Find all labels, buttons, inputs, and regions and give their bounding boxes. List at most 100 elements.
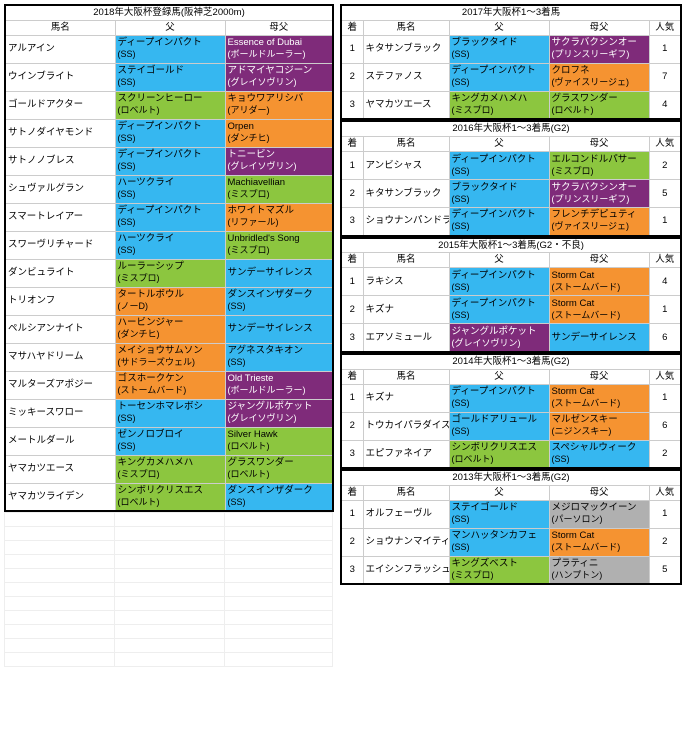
- year-title: 2013年大阪杯1～3着馬(G2): [341, 470, 681, 485]
- right-col-header: 着: [341, 253, 363, 268]
- sire: ハーツクライ(SS): [115, 175, 225, 203]
- table-row: マルターズアポジーゴスホークケン(ストームバード)Old Trieste(ボール…: [5, 371, 333, 399]
- sire: ディープインパクト(SS): [115, 119, 225, 147]
- popularity: 1: [649, 35, 681, 63]
- horse-name: ヤマカツライデン: [5, 483, 115, 511]
- sire: ディープインパクト(SS): [449, 296, 549, 324]
- right-col-header: 母父: [549, 253, 649, 268]
- popularity: 1: [649, 500, 681, 528]
- year-title: 2017年大阪杯1～3着馬: [341, 5, 681, 20]
- right-col-header: 母父: [549, 137, 649, 152]
- horse-name: ステファノス: [363, 63, 449, 91]
- popularity: 2: [649, 440, 681, 468]
- ghost-row: [5, 569, 333, 583]
- sire: マンハッタンカフェ(SS): [449, 528, 549, 556]
- horse-name: キズナ: [363, 384, 449, 412]
- damsire: トニービン(グレイソヴリン): [225, 147, 333, 175]
- right-col-header: 着: [341, 20, 363, 35]
- finish-pos: 1: [341, 384, 363, 412]
- table-row: 3ヤマカツエースキングカメハメハ(ミスプロ)グラスワンダー(ロベルト)4: [341, 91, 681, 119]
- left-header-row: 馬名父母父: [5, 20, 333, 35]
- left-panel: 2018年大阪杯登録馬(阪神芝2000m) 馬名父母父 アルアインディープインパ…: [4, 4, 332, 667]
- damsire: サンデーサイレンス: [225, 259, 333, 287]
- horse-name: エピファネイア: [363, 440, 449, 468]
- ghost-row: [5, 583, 333, 597]
- damsire: メジロマックイーン(パーソロン): [549, 500, 649, 528]
- damsire: グラスワンダー(ロベルト): [549, 91, 649, 119]
- damsire: Old Trieste(ボールドルーラー): [225, 371, 333, 399]
- right-col-header: 母父: [549, 20, 649, 35]
- damsire: Silver Hawk(ロベルト): [225, 427, 333, 455]
- popularity: 2: [649, 528, 681, 556]
- table-row: 2ショウナンマイティマンハッタンカフェ(SS)Storm Cat(ストームバード…: [341, 528, 681, 556]
- finish-pos: 2: [341, 412, 363, 440]
- horse-name: ウインブライト: [5, 63, 115, 91]
- sire: ディープインパクト(SS): [449, 208, 549, 236]
- finish-pos: 1: [341, 35, 363, 63]
- right-col-header: 母父: [549, 485, 649, 500]
- damsire: Orpen(ダンチヒ): [225, 119, 333, 147]
- table-row: 1アンビシャスディープインパクト(SS)エルコンドルパサー(ミスプロ)2: [341, 152, 681, 180]
- year-table: 2017年大阪杯1～3着馬着馬名父母父人気1キタサンブラックブラックタイド(SS…: [340, 4, 682, 120]
- horse-name: ショウナンマイティ: [363, 528, 449, 556]
- table-row: 1オルフェーヴルステイゴールド(SS)メジロマックイーン(パーソロン)1: [341, 500, 681, 528]
- horse-name: ヤマカツエース: [363, 91, 449, 119]
- table-row: スマートレイアーディープインパクト(SS)ホワイトマズル(リファール): [5, 203, 333, 231]
- horse-name: アルアイン: [5, 35, 115, 63]
- damsire: アグネスタキオン(SS): [225, 343, 333, 371]
- sire: キングカメハメハ(ミスプロ): [115, 455, 225, 483]
- damsire: グラスワンダー(ロベルト): [225, 455, 333, 483]
- right-col-header: 着: [341, 485, 363, 500]
- horse-name: サトノノブレス: [5, 147, 115, 175]
- finish-pos: 1: [341, 152, 363, 180]
- right-col-header: 着: [341, 137, 363, 152]
- table-row: 3エピファネイアシンボリクリスエス(ロベルト)スペシャルウィーク(SS)2: [341, 440, 681, 468]
- year-title-row: 2014年大阪杯1～3着馬(G2): [341, 354, 681, 369]
- table-row: メートルダールゼンノロブロイ(SS)Silver Hawk(ロベルト): [5, 427, 333, 455]
- horse-name: ショウナンパンドラ: [363, 208, 449, 236]
- table-row: 2キタサンブラックブラックタイド(SS)サクラバクシンオー(プリンスリーギフ)5: [341, 180, 681, 208]
- ghost-row: [5, 625, 333, 639]
- damsire: キョウワアリシバ(アリダー): [225, 91, 333, 119]
- horse-name: ダンビュライト: [5, 259, 115, 287]
- horse-name: ゴールドアクター: [5, 91, 115, 119]
- sire: ステイゴールド(SS): [449, 500, 549, 528]
- horse-name: トリオンフ: [5, 287, 115, 315]
- horse-name: アンビシャス: [363, 152, 449, 180]
- right-col-header: 人気: [649, 485, 681, 500]
- horse-name: スマートレイアー: [5, 203, 115, 231]
- table-row: サトノダイヤモンドディープインパクト(SS)Orpen(ダンチヒ): [5, 119, 333, 147]
- finish-pos: 2: [341, 63, 363, 91]
- right-col-header: 人気: [649, 253, 681, 268]
- damsire: プラティニ(ハンプトン): [549, 556, 649, 584]
- horse-name: マサハヤドリーム: [5, 343, 115, 371]
- damsire: サクラバクシンオー(プリンスリーギフ): [549, 35, 649, 63]
- popularity: 1: [649, 384, 681, 412]
- sire: ハービンジャー(ダンチヒ): [115, 315, 225, 343]
- ghost-row: [5, 653, 333, 667]
- table-row: トリオンフタートルボウル(ノーD)ダンスインザダーク(SS): [5, 287, 333, 315]
- sire: ゴールドアリュール(SS): [449, 412, 549, 440]
- horse-name: スワーヴリチャード: [5, 231, 115, 259]
- finish-pos: 2: [341, 296, 363, 324]
- table-row: 2ステファノスディープインパクト(SS)クロフネ(ヴァイスリージェ)7: [341, 63, 681, 91]
- ghost-row: [5, 527, 333, 541]
- left-title: 2018年大阪杯登録馬(阪神芝2000m): [5, 5, 333, 20]
- sire: ジャングルポケット(グレイソヴリン): [449, 324, 549, 352]
- year-title-row: 2013年大阪杯1～3着馬(G2): [341, 470, 681, 485]
- sire: ディープインパクト(SS): [115, 35, 225, 63]
- year-table: 2015年大阪杯1～3着馬(G2・不良)着馬名父母父人気1ラキシスディープインパ…: [340, 237, 682, 353]
- ghost-row: [5, 639, 333, 653]
- right-col-header: 着: [341, 369, 363, 384]
- popularity: 5: [649, 556, 681, 584]
- damsire: Machiavellian(ミスプロ): [225, 175, 333, 203]
- table-row: シュヴァルグランハーツクライ(SS)Machiavellian(ミスプロ): [5, 175, 333, 203]
- table-row: ヤマカツエースキングカメハメハ(ミスプロ)グラスワンダー(ロベルト): [5, 455, 333, 483]
- right-col-header: 馬名: [363, 369, 449, 384]
- right-col-header: 母父: [549, 369, 649, 384]
- finish-pos: 3: [341, 324, 363, 352]
- right-col-header: 父: [449, 137, 549, 152]
- damsire: Unbridled's Song(ミスプロ): [225, 231, 333, 259]
- table-row: スワーヴリチャードハーツクライ(SS)Unbridled's Song(ミスプロ…: [5, 231, 333, 259]
- sire: メイショウサムソン(サドラーズウェル): [115, 343, 225, 371]
